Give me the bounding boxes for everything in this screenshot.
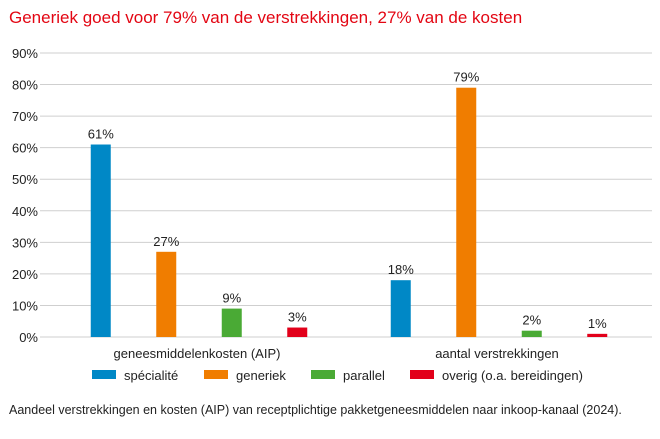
- bar: [90, 144, 111, 337]
- bar: [221, 308, 242, 337]
- legend-swatch: [311, 370, 335, 379]
- legend-swatch: [92, 370, 116, 379]
- data-label: 79%: [453, 70, 479, 85]
- bar: [390, 280, 411, 337]
- y-tick-label: 90%: [12, 46, 38, 61]
- data-label: 1%: [588, 316, 607, 331]
- bar: [156, 251, 177, 337]
- y-tick-label: 10%: [12, 298, 38, 313]
- y-tick-label: 50%: [12, 172, 38, 187]
- bar: [521, 330, 542, 337]
- bar: [287, 327, 308, 337]
- legend-swatch: [410, 370, 434, 379]
- data-label: 61%: [88, 127, 114, 142]
- y-tick-label: 0%: [19, 330, 38, 345]
- legend-label: parallel: [343, 368, 385, 383]
- y-tick-label: 60%: [12, 141, 38, 156]
- y-tick-label: 20%: [12, 267, 38, 282]
- data-label: 18%: [388, 262, 414, 277]
- data-label: 2%: [522, 313, 541, 328]
- data-label: 3%: [288, 310, 307, 325]
- y-tick-label: 70%: [12, 109, 38, 124]
- x-category-label: geneesmiddelenkosten (AIP): [114, 346, 281, 361]
- chart-title: Generiek goed voor 79% van de verstrekki…: [9, 8, 523, 27]
- bar: [456, 87, 477, 337]
- legend-swatch: [204, 370, 228, 379]
- data-label: 27%: [153, 234, 179, 249]
- data-label: 9%: [222, 291, 241, 306]
- chart-caption: Aandeel verstrekkingen en kosten (AIP) v…: [9, 403, 622, 417]
- y-tick-label: 80%: [12, 78, 38, 93]
- legend-label: spécialité: [124, 368, 178, 383]
- legend-label: generiek: [236, 368, 286, 383]
- x-category-label: aantal verstrekkingen: [435, 346, 559, 361]
- y-tick-label: 30%: [12, 235, 38, 250]
- bar: [587, 333, 608, 337]
- legend-label: overig (o.a. bereidingen): [442, 368, 583, 383]
- y-tick-label: 40%: [12, 204, 38, 219]
